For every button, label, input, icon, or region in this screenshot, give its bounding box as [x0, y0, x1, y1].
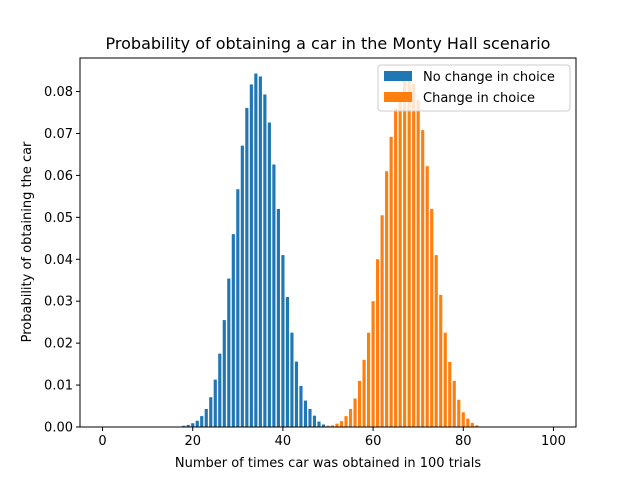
bar-no-change-29 [231, 234, 235, 427]
legend-label-no-change: No change in choice [423, 70, 555, 85]
bar-change-58 [362, 359, 366, 427]
chart-title: Probability of obtaining a car in the Mo… [106, 34, 551, 53]
bar-change-59 [367, 332, 371, 427]
bar-change-76 [443, 332, 447, 427]
x-tick-label: 20 [184, 434, 201, 449]
legend-label-change: Change in choice [423, 91, 535, 106]
x-axis-label: Number of times car was obtained in 100 … [175, 456, 481, 471]
bar-no-change-44 [299, 385, 303, 427]
bar-no-change-39 [276, 208, 280, 427]
bar-no-change-47 [312, 415, 317, 427]
bar-change-63 [385, 171, 389, 427]
bar-no-change-28 [227, 278, 231, 427]
bar-change-73 [430, 208, 434, 427]
x-tick-label: 0 [98, 434, 106, 449]
bar-no-change-46 [308, 408, 312, 427]
bar-no-change-27 [222, 320, 226, 427]
bar-no-change-38 [272, 164, 276, 427]
y-tick-label: 0.08 [44, 85, 73, 100]
y-tick-label: 0.00 [44, 421, 73, 436]
bar-no-change-43 [294, 361, 299, 427]
bar-change-52 [335, 423, 339, 427]
bar-no-change-37 [267, 122, 271, 427]
y-tick-label: 0.07 [44, 127, 73, 142]
bar-no-change-49 [321, 424, 326, 427]
bar-change-60 [371, 301, 375, 427]
bar-no-change-42 [290, 332, 294, 427]
legend-swatch-no-change [384, 71, 412, 81]
bar-no-change-21 [195, 420, 199, 427]
bar-no-change-33 [249, 84, 253, 428]
bar-no-change-31 [240, 145, 244, 427]
bar-no-change-40 [281, 255, 285, 427]
y-tick-label: 0.01 [44, 379, 73, 394]
bar-change-80 [461, 412, 465, 427]
bar-change-75 [439, 294, 443, 427]
bar-change-68 [407, 74, 411, 428]
y-tick-label: 0.02 [44, 337, 73, 352]
bar-change-66 [398, 93, 402, 427]
bar-no-change-22 [200, 416, 204, 427]
bar-change-62 [380, 215, 384, 427]
bar-no-change-41 [285, 297, 289, 427]
bar-no-change-30 [236, 189, 240, 427]
bar-change-51 [330, 425, 335, 427]
y-tick-label: 0.05 [44, 211, 73, 226]
bar-no-change-19 [186, 424, 190, 427]
y-tick-label: 0.03 [44, 295, 73, 310]
x-tick-label: 40 [275, 434, 292, 449]
bar-change-61 [376, 259, 380, 427]
plot-frame [79, 57, 577, 428]
bar-change-78 [452, 380, 456, 428]
bar-change-65 [394, 108, 398, 427]
bar-no-change-24 [209, 397, 213, 427]
bar-change-69 [412, 84, 416, 427]
bar-no-change-36 [263, 94, 267, 427]
bar-change-70 [416, 99, 420, 428]
bar-change-56 [353, 398, 357, 427]
bar-change-55 [348, 408, 353, 427]
bar-change-72 [425, 166, 429, 427]
bar-no-change-26 [218, 353, 222, 427]
bar-no-change-45 [303, 400, 308, 427]
bar-no-change-35 [258, 76, 262, 427]
x-tick-label: 60 [365, 434, 382, 449]
bar-change-54 [344, 416, 348, 427]
ticks-layer: 0 20 40 60 80 100 0.00 0.01 0.02 0.03 0.04 0.05 0.06… [44, 85, 566, 449]
bar-change-77 [448, 362, 452, 427]
bar-no-change-18 [182, 425, 186, 427]
x-tick-label: 80 [455, 434, 472, 449]
legend-swatch-change [384, 92, 412, 102]
bar-no-change-20 [191, 423, 195, 427]
bar-change-71 [421, 130, 425, 427]
legend: No change in choice Change in choice [377, 64, 571, 112]
legend-box [377, 64, 571, 112]
bar-change-57 [357, 380, 362, 428]
bar-change-67 [403, 78, 407, 427]
y-tick-label: 0.06 [44, 169, 73, 184]
bar-change-81 [466, 418, 470, 427]
bar-change-74 [434, 255, 438, 427]
x-tick-label: 100 [541, 434, 566, 449]
bar-no-change-34 [254, 73, 258, 427]
bar-no-change-25 [213, 379, 217, 427]
y-tick-label: 0.04 [44, 253, 73, 268]
bar-change-83 [475, 425, 479, 427]
bar-change-53 [339, 421, 344, 427]
bar-no-change-32 [245, 107, 249, 428]
y-axis-label: Probability of obtaining the car [20, 141, 35, 342]
bar-change-82 [470, 422, 474, 427]
bar-no-change-23 [204, 408, 208, 427]
bar-no-change-48 [317, 421, 321, 427]
bars-layer [182, 73, 479, 428]
bar-change-79 [457, 399, 461, 427]
bar-change-64 [389, 136, 393, 427]
